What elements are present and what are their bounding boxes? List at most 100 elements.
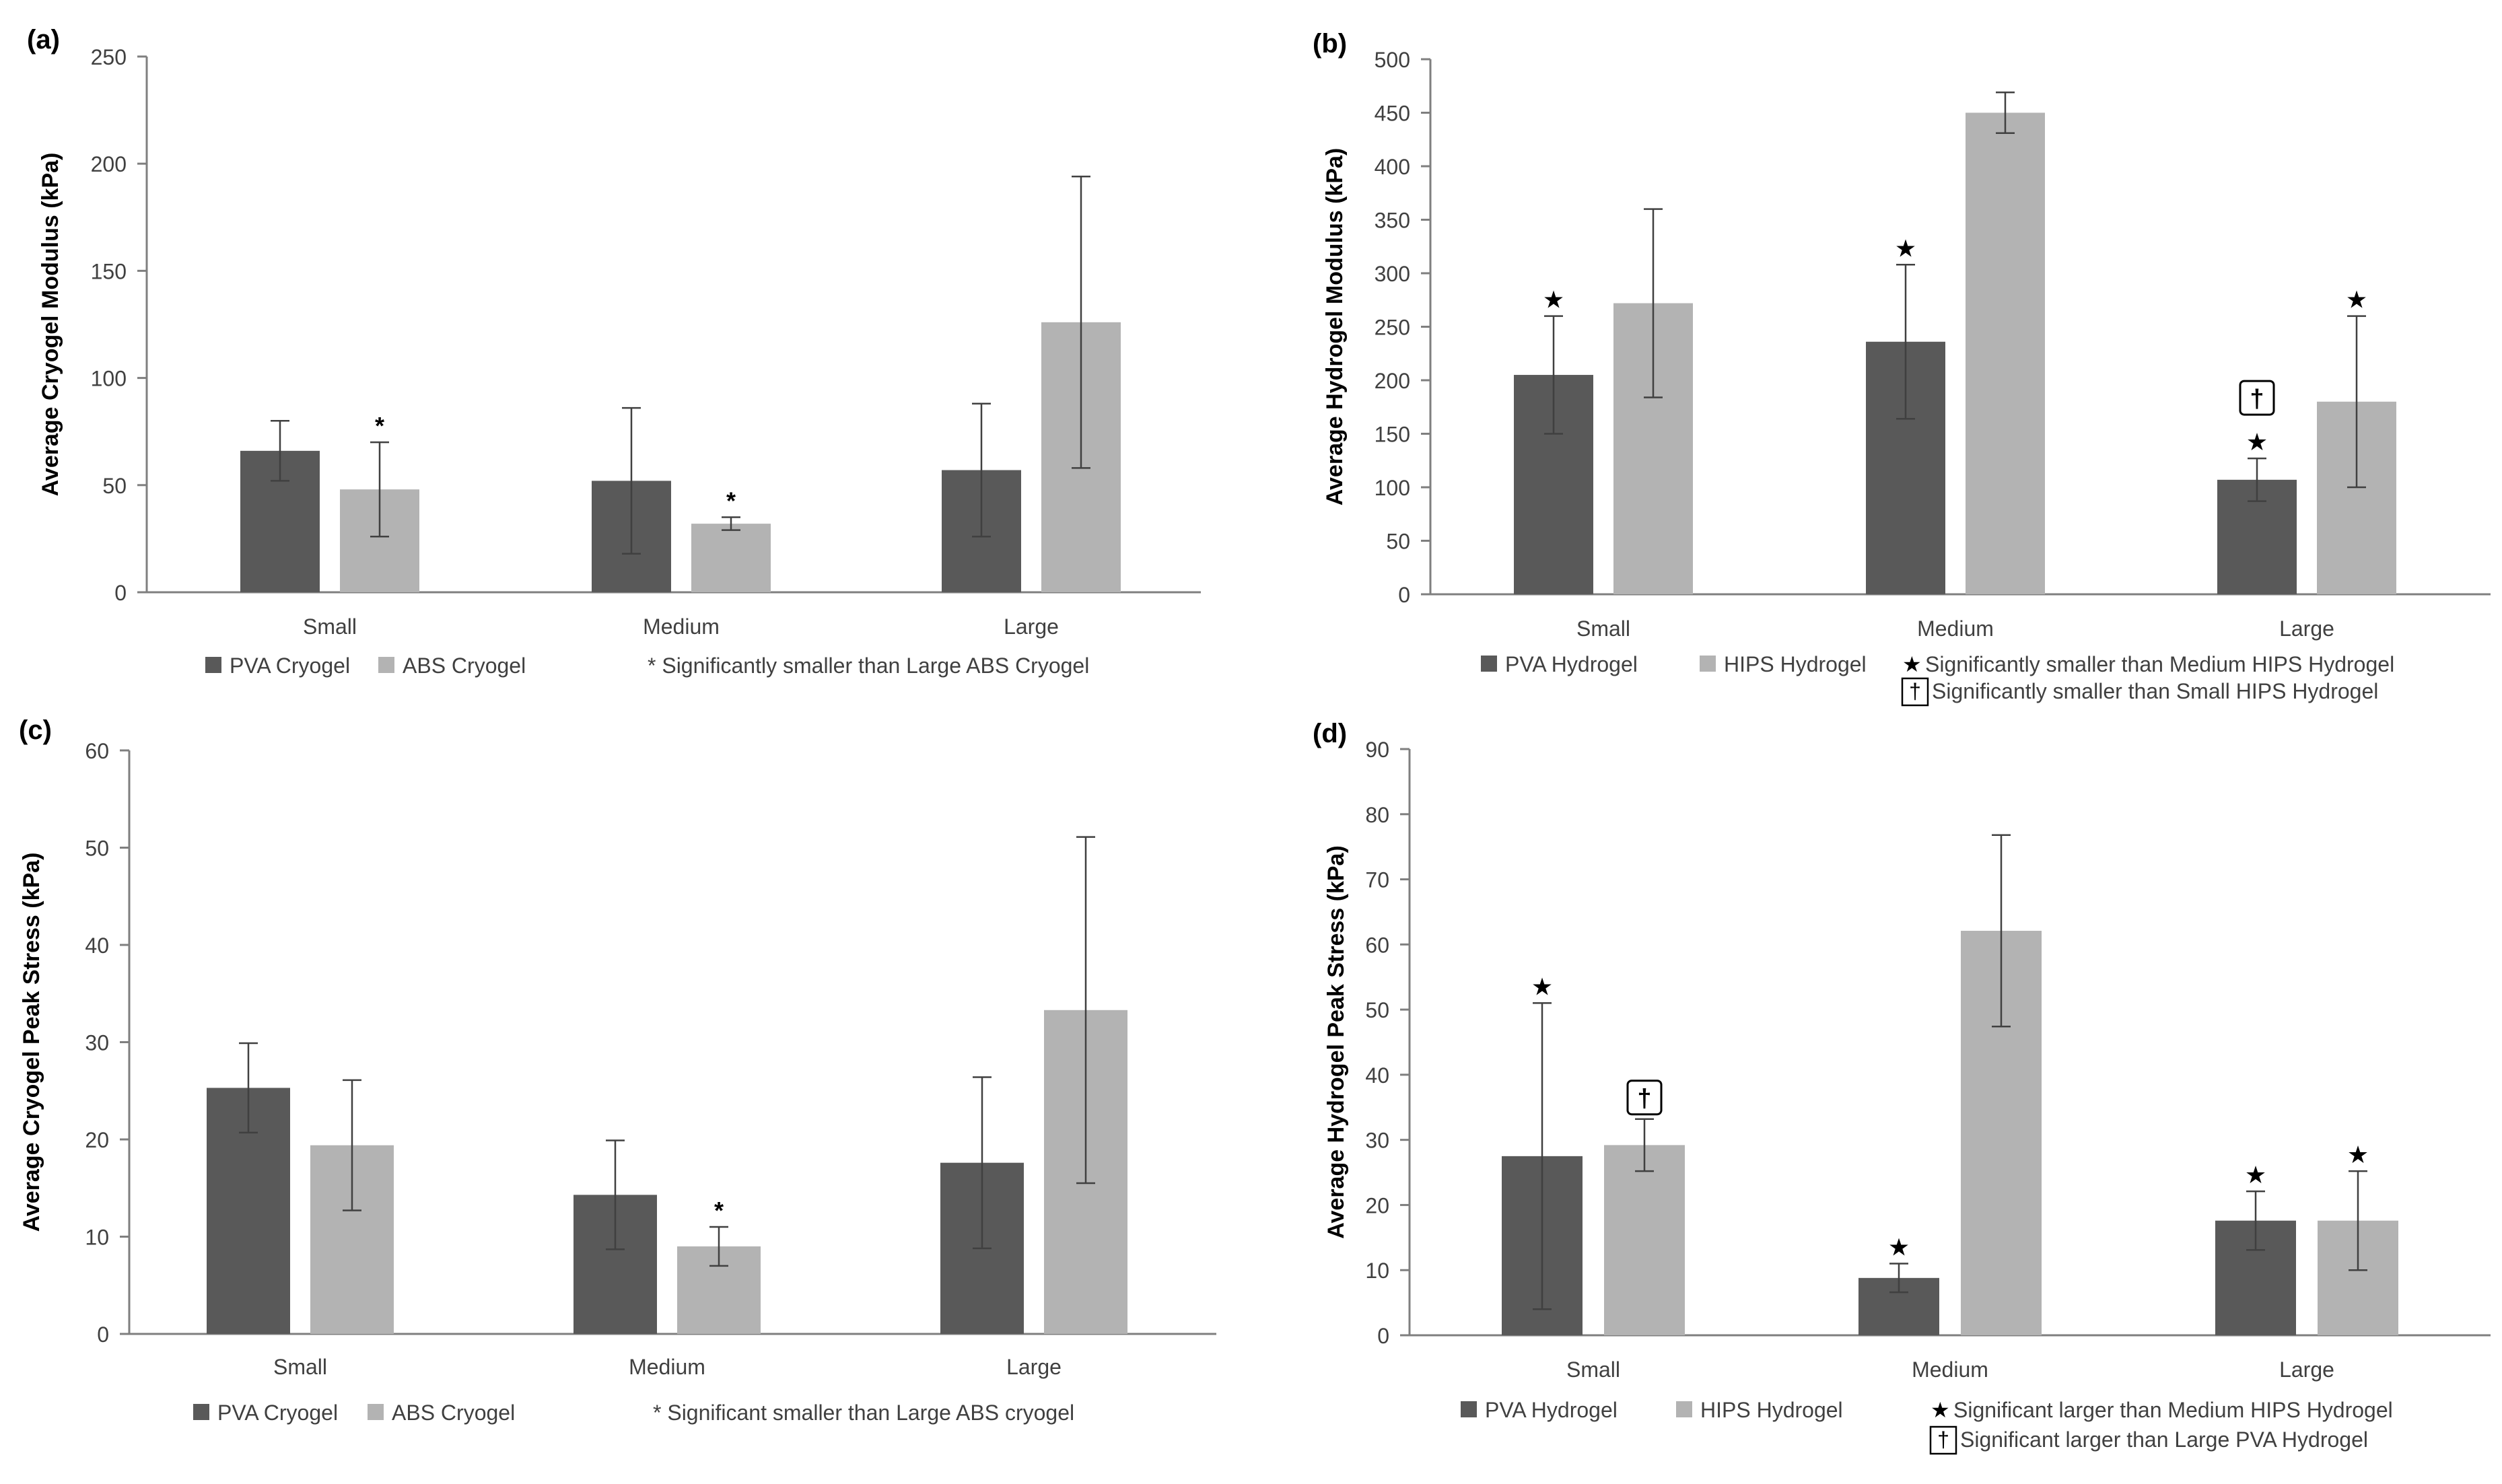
category-label: Large (1006, 1355, 1062, 1379)
y-tick-label: 50 (102, 474, 127, 498)
y-tick-label: 80 (1365, 803, 1389, 827)
star-mark: ★ (1531, 973, 1553, 1000)
y-tick-label: 40 (85, 933, 109, 958)
y-tick-label: 500 (1375, 48, 1410, 72)
chart-panel-0: 0 50 100 150 200 250 Average Cryogel Modulus (… (38, 45, 1201, 678)
star-mark: ★ (1895, 234, 1916, 262)
y-tick-label: 450 (1375, 102, 1410, 126)
bar-1-1 (691, 524, 771, 592)
y-tick-label: 0 (1398, 583, 1410, 607)
y-axis-label: Average Cryogel Peak Stress (kPa) (19, 853, 44, 1232)
dagger-mark: † (1637, 1085, 1651, 1113)
category-label: Medium (1912, 1357, 1988, 1382)
note-text: Significant larger than Large PVA Hydrog… (1960, 1427, 2368, 1452)
category-label: Large (2279, 1357, 2334, 1382)
legend-label: HIPS Hydrogel (1700, 1398, 1843, 1422)
y-tick-label: 10 (85, 1226, 109, 1250)
dagger-box (2239, 380, 2275, 416)
note-text: Significantly smaller than Small HIPS Hy… (1932, 679, 2378, 703)
y-tick-label: 100 (1375, 476, 1410, 500)
panel-label-b: (b) (1313, 29, 1347, 59)
note-star: ★ (1931, 1398, 1950, 1422)
y-tick-label: 100 (91, 367, 127, 391)
legend-label: HIPS Hydrogel (1724, 652, 1867, 676)
category-label: Small (1576, 616, 1630, 641)
legend-label: ABS Cryogel (392, 1401, 515, 1425)
bar-1-0 (1604, 1145, 1685, 1335)
legend-label: PVA Cryogel (217, 1401, 338, 1425)
note-dagger: † (1937, 1427, 1949, 1452)
note-dagger-box (1901, 677, 1929, 707)
category-label: Small (1566, 1357, 1620, 1382)
y-tick-label: 20 (85, 1128, 109, 1152)
legend-swatch (1461, 1401, 1477, 1417)
y-tick-label: 10 (1365, 1259, 1389, 1283)
y-tick-label: 50 (1365, 998, 1389, 1022)
legend-label: PVA Cryogel (230, 653, 350, 678)
star-mark: ★ (2346, 286, 2367, 314)
note-text: * Significant smaller than Large ABS cry… (653, 1401, 1074, 1425)
y-tick-label: 400 (1375, 155, 1410, 179)
y-tick-label: 30 (1365, 1129, 1389, 1153)
note-dagger-box (1929, 1425, 1957, 1455)
note-dagger: † (1909, 679, 1921, 703)
y-tick-label: 150 (1375, 423, 1410, 447)
y-axis-label: Average Hydrogel Peak Stress (kPa) (1323, 845, 1349, 1239)
category-label: Large (1004, 614, 1059, 639)
y-tick-label: 50 (85, 837, 109, 861)
y-tick-label: 90 (1365, 738, 1389, 762)
bar-1-1 (1966, 112, 2045, 594)
note-text: * Significantly smaller than Large ABS C… (648, 653, 1089, 678)
category-label: Large (2279, 616, 2334, 641)
star-mark: ★ (2347, 1141, 2369, 1168)
asterisk-mark: * (714, 1197, 724, 1224)
y-tick-label: 60 (1365, 933, 1389, 957)
category-label: Small (303, 614, 357, 639)
panel-label-a: (a) (27, 25, 60, 55)
note-text: Significantly smaller than Medium HIPS H… (1925, 652, 2394, 676)
legend-swatch (193, 1404, 209, 1420)
y-axis-label: Average Cryogel Modulus (kPa) (38, 153, 63, 497)
star-mark: ★ (1543, 286, 1564, 314)
y-tick-label: 350 (1375, 209, 1410, 233)
chart-panel-1: 0 50 100 150 200 250 300 350 400 450 500 Average Hy… (1322, 48, 2491, 707)
y-tick-label: 30 (85, 1031, 109, 1055)
y-tick-label: 0 (97, 1322, 109, 1347)
category-label: Medium (629, 1355, 705, 1379)
y-tick-label: 60 (85, 739, 109, 763)
y-tick-label: 0 (1377, 1324, 1389, 1348)
star-mark: ★ (1888, 1234, 1910, 1261)
legend-swatch (378, 657, 394, 673)
category-label: Small (273, 1355, 327, 1379)
y-tick-label: 0 (114, 581, 127, 605)
y-tick-label: 200 (1375, 369, 1410, 393)
y-tick-label: 150 (91, 259, 127, 283)
chart-panel-3: 0 10 20 30 40 50 60 70 80 90 Average Hydrogel Peak… (1323, 738, 2491, 1455)
y-tick-label: 40 (1365, 1063, 1389, 1088)
y-tick-label: 250 (1375, 316, 1410, 340)
panel-label-d: (d) (1313, 719, 1347, 748)
legend-label: PVA Hydrogel (1505, 652, 1638, 676)
legend-label: ABS Cryogel (403, 653, 526, 678)
y-axis-label: Average Hydrogel Modulus (kPa) (1322, 148, 1348, 506)
y-tick-label: 300 (1375, 262, 1410, 286)
note-text: Significant larger than Medium HIPS Hydr… (1953, 1398, 2393, 1422)
legend-swatch (368, 1404, 384, 1420)
y-tick-label: 70 (1365, 868, 1389, 892)
legend-swatch (205, 657, 221, 673)
asterisk-mark: * (726, 487, 736, 515)
y-tick-label: 50 (1386, 530, 1410, 554)
legend-label: PVA Hydrogel (1485, 1398, 1618, 1422)
y-tick-label: 250 (91, 45, 127, 69)
category-label: Medium (1917, 616, 1994, 641)
y-tick-label: 200 (91, 152, 127, 176)
chart-panel-2: 0 10 20 30 40 50 60 Average Cryogel Peak Stress… (19, 739, 1216, 1425)
panel-label-c: (c) (19, 715, 52, 745)
dagger-box (1626, 1080, 1663, 1116)
category-label: Medium (643, 614, 720, 639)
star-mark: ★ (2245, 1161, 2266, 1189)
asterisk-mark: * (375, 412, 384, 439)
star-mark: ★ (2246, 428, 2268, 456)
